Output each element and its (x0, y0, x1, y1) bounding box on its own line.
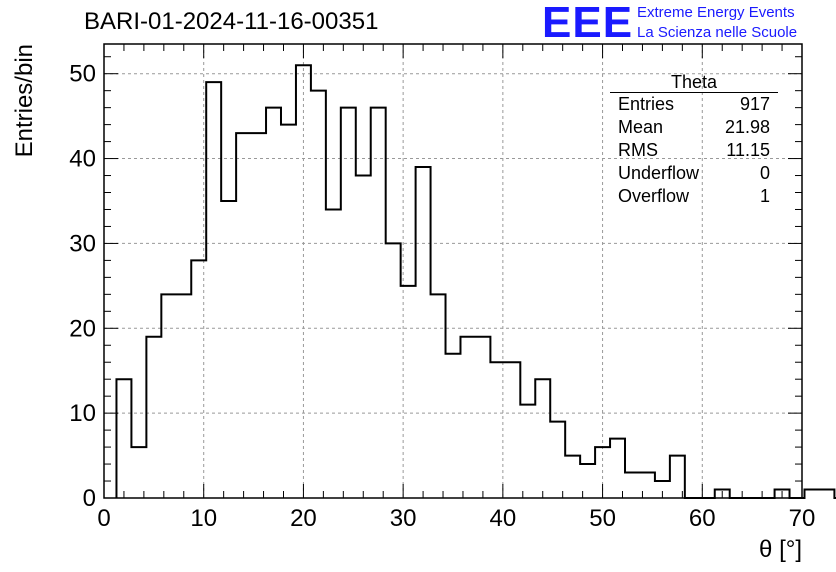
y-tick-label: 20 (69, 315, 96, 342)
x-tick-label: 20 (290, 505, 317, 532)
histogram-bin (116, 379, 131, 498)
histogram-bin (505, 362, 520, 498)
histogram-bin (146, 337, 161, 498)
histogram-bin (550, 422, 565, 498)
x-tick-label: 70 (789, 505, 816, 532)
stats-value: 11.15 (726, 140, 770, 160)
stats-value: 1 (759, 186, 770, 206)
stats-row: Overflow 1 (610, 185, 778, 208)
stats-label: Entries (618, 94, 675, 114)
histogram-bin (804, 490, 819, 498)
x-tick-label: 0 (97, 505, 110, 532)
histogram-bin (446, 354, 461, 498)
x-tick-label: 40 (490, 505, 517, 532)
stats-row: RMS 11.15 (610, 139, 778, 162)
x-axis-label: θ [°] (759, 536, 802, 563)
y-tick-label: 0 (83, 485, 96, 512)
histogram-bin (520, 405, 535, 498)
histogram-bin (460, 337, 475, 498)
histogram-bin (416, 167, 431, 498)
y-tick-label: 10 (69, 400, 96, 427)
stats-title: Theta (610, 72, 778, 93)
logo-line-1: Extreme Energy Events (637, 4, 795, 21)
histogram-bin (161, 294, 176, 498)
histogram-bin (266, 108, 281, 498)
histogram-bin (221, 201, 236, 498)
histogram-bin (131, 447, 146, 498)
x-tick-label: 50 (589, 505, 616, 532)
stats-value: 917 (739, 94, 770, 114)
histogram-bin (371, 108, 386, 498)
histogram-bin (610, 439, 625, 498)
stats-label: Mean (618, 117, 664, 137)
stats-label: RMS (618, 140, 658, 160)
y-tick-label: 40 (69, 146, 96, 173)
stats-box: Theta Entries 917 Mean 21.98 RMS 11.15 Unde… (610, 72, 778, 208)
histogram-outline (115, 64, 836, 499)
stats-value: 0 (759, 163, 770, 183)
stats-row: Underflow 0 (610, 162, 778, 185)
stats-value: 21.98 (724, 117, 770, 137)
y-axis-label: Entries/bin (11, 44, 38, 157)
logo-line-2: La Scienza nelle Scuole (637, 24, 798, 41)
histogram-bin (311, 91, 326, 498)
x-tick-label: 30 (390, 505, 417, 532)
y-tick-label: 50 (69, 61, 96, 88)
histogram-bin (475, 337, 490, 498)
logo-caption: Extreme Energy Events La Scienza nelle S… (637, 3, 797, 43)
histogram-bin (176, 294, 191, 498)
histogram-bin (356, 176, 371, 498)
histogram-bin (819, 490, 834, 498)
chart-title: BARI-01-2024-11-16-00351 (84, 8, 379, 35)
x-tick-label: 60 (689, 505, 716, 532)
histogram-bin (206, 82, 221, 498)
stats-row: Entries 917 (610, 93, 778, 116)
plot-frame (103, 43, 803, 499)
stats-label: Underflow (618, 163, 700, 183)
histogram-bin (535, 379, 550, 498)
histogram-bin (431, 294, 446, 498)
histogram-bin (565, 456, 580, 498)
histogram-bin (386, 243, 401, 498)
histogram-bin (341, 108, 356, 498)
histogram-bin (281, 125, 296, 498)
histogram-bin (236, 133, 251, 498)
histogram-bin (326, 209, 341, 498)
stats-label: Overflow (618, 186, 690, 206)
stats-row: Mean 21.98 (610, 116, 778, 139)
x-tick-label: 10 (190, 505, 217, 532)
histogram-bin (625, 473, 640, 498)
y-tick-label: 30 (69, 230, 96, 257)
histogram-bin (251, 133, 266, 498)
eee-logo: EEE (542, 0, 634, 47)
